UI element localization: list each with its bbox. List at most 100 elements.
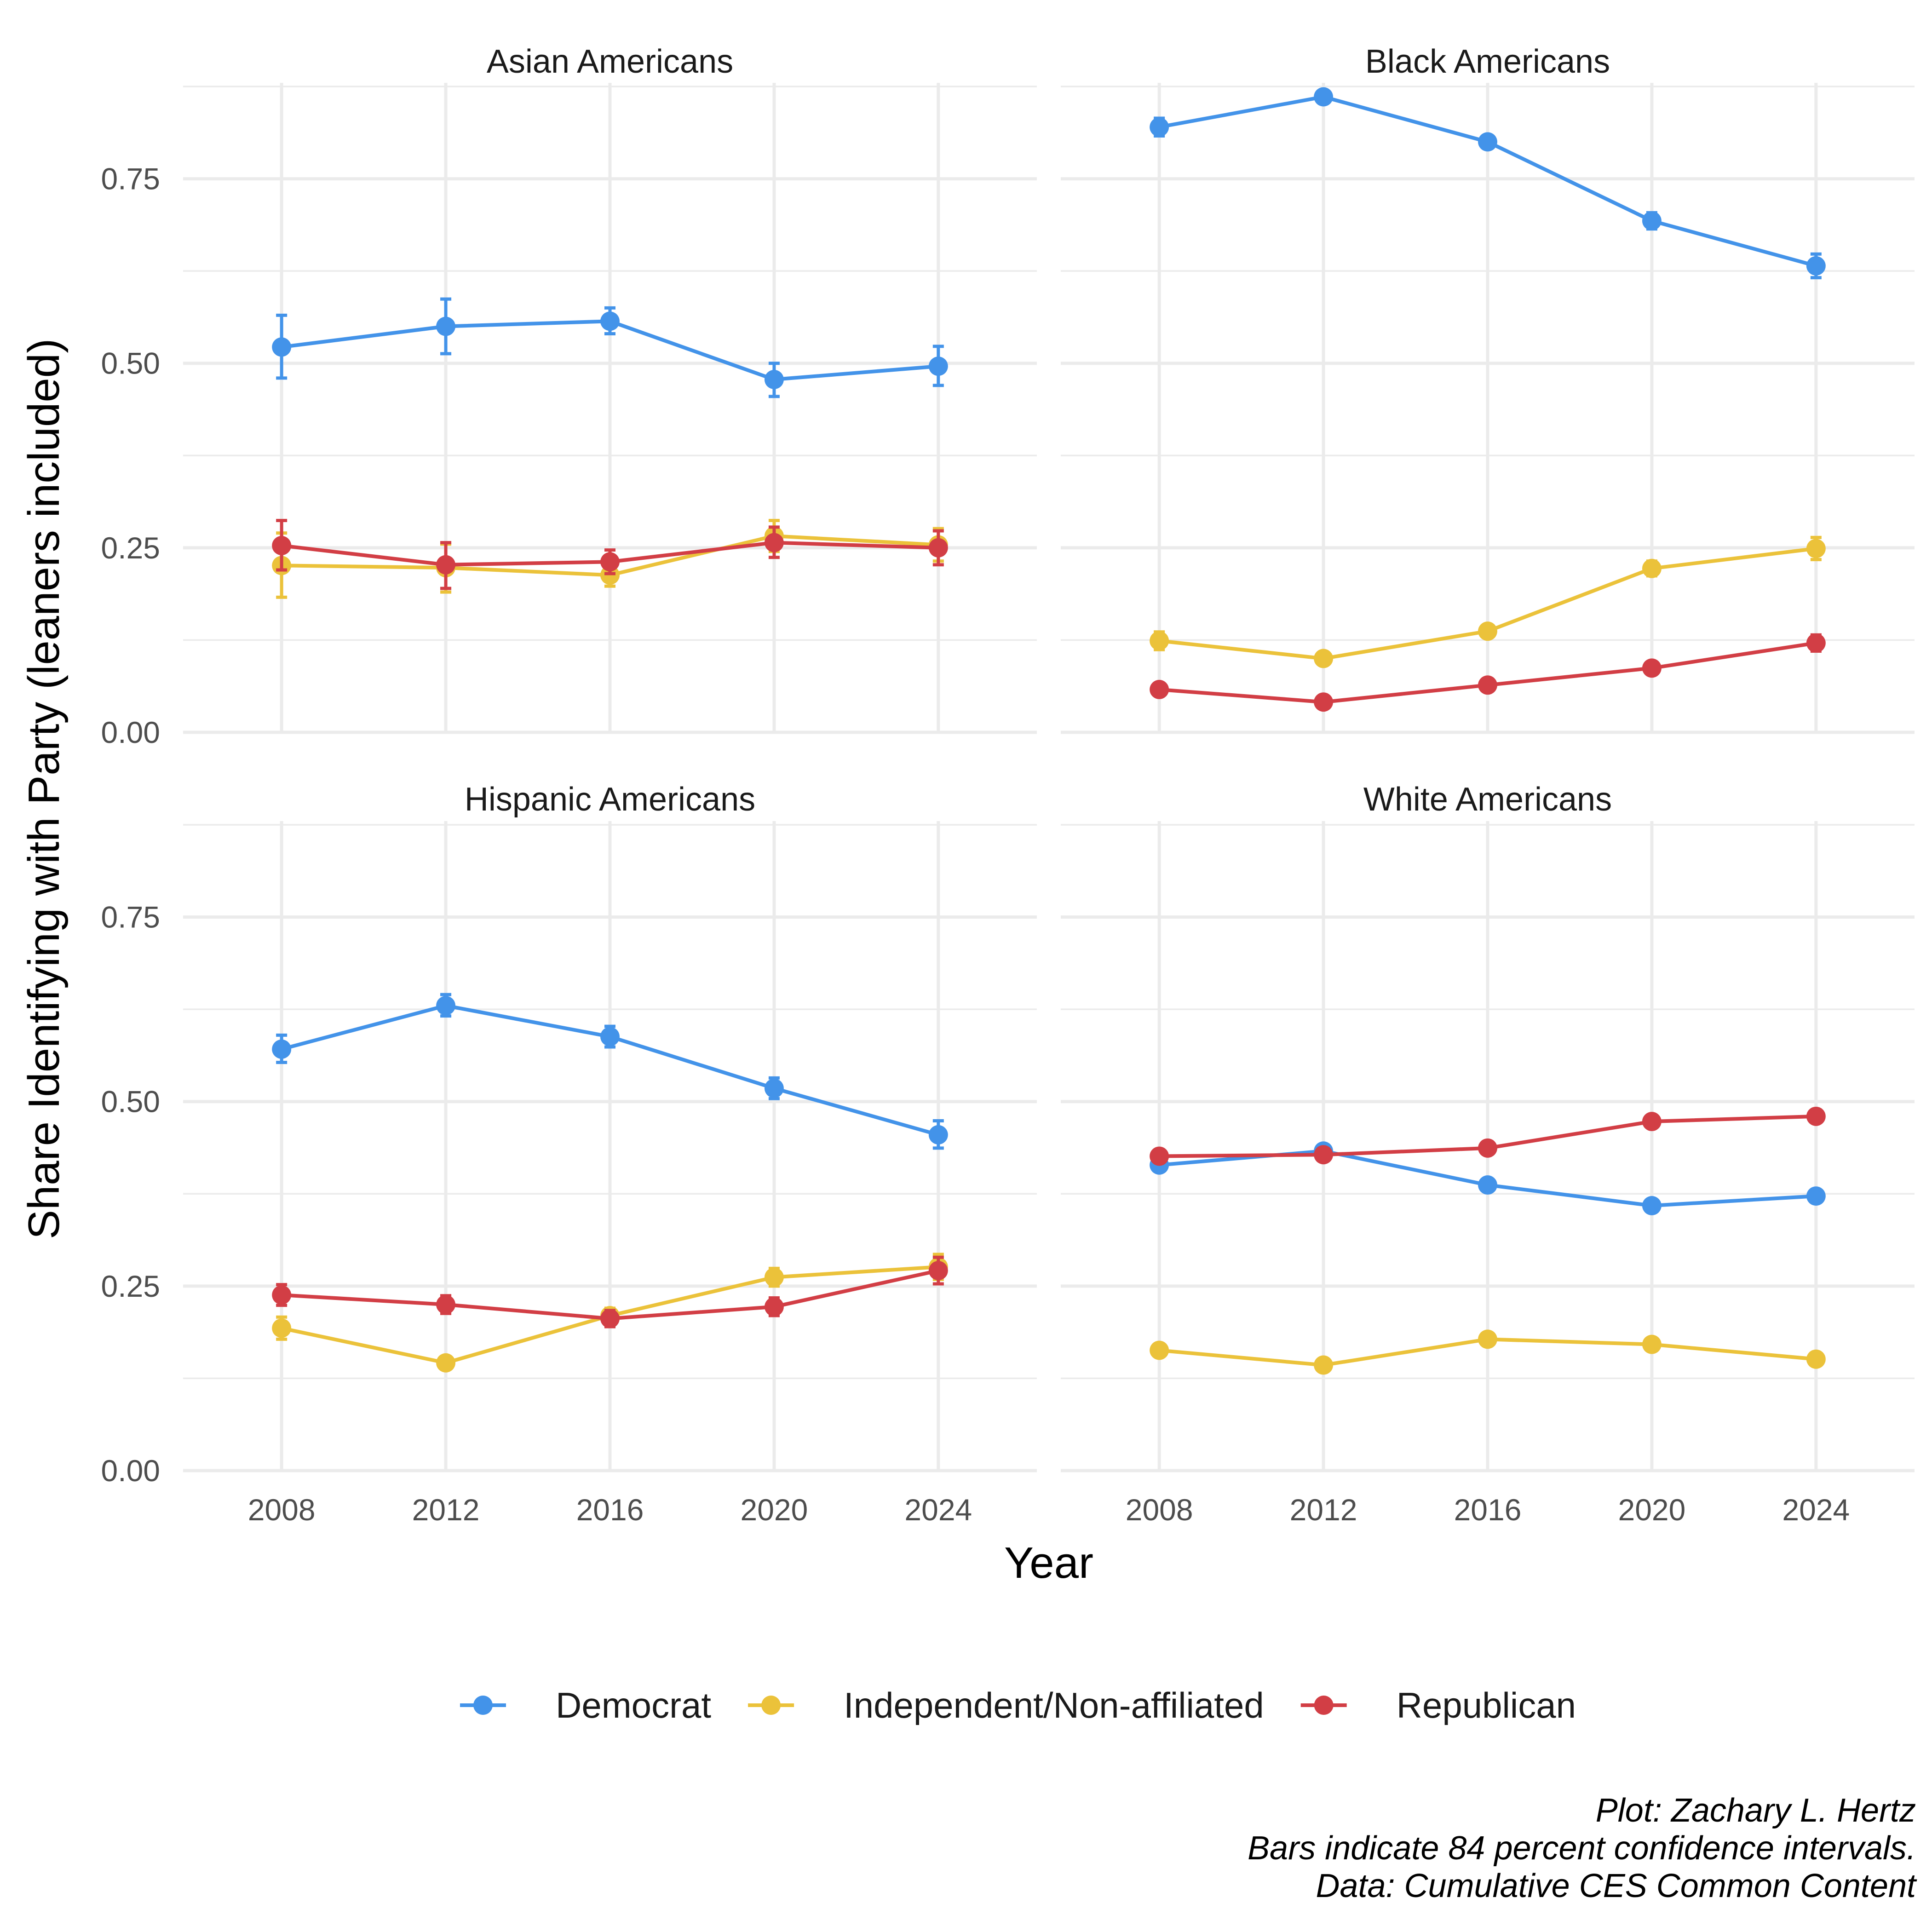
data-point	[600, 311, 620, 331]
legend-item-rep: Republican	[1300, 1685, 1576, 1725]
series-dem	[1150, 87, 1826, 280]
data-point	[764, 370, 784, 390]
series-rep	[272, 518, 948, 590]
data-point	[1806, 633, 1826, 653]
data-point	[1314, 87, 1334, 107]
data-point	[1314, 649, 1334, 668]
data-point	[600, 1027, 620, 1046]
data-point	[436, 996, 456, 1016]
series-ind	[1150, 1329, 1826, 1375]
data-point	[1478, 675, 1497, 695]
data-point	[1806, 539, 1826, 558]
caption-line: Plot: Zachary L. Hertz	[1596, 1792, 1916, 1829]
legend: Democrat Independent/Non-affiliated Republ…	[460, 1685, 1576, 1725]
data-point	[436, 1353, 456, 1373]
legend-label: Republican	[1397, 1685, 1576, 1725]
panels-layer: Asian Americans 0.00 0.25 0.50 0.75 Black Ame…	[101, 43, 1915, 1527]
legend-item-ind: Independent/Non-affiliated	[748, 1685, 1264, 1725]
data-point	[1314, 1355, 1334, 1375]
data-point	[1150, 1340, 1169, 1360]
y-axis-title: Share Identifying with Party (leaners in…	[19, 339, 69, 1239]
legend-label: Democrat	[556, 1685, 711, 1725]
data-point	[1150, 679, 1169, 699]
panel-title: Black Americans	[1365, 43, 1610, 80]
y-tick-label: 0.75	[101, 162, 160, 196]
data-point	[1150, 117, 1169, 137]
panel-title: Asian Americans	[487, 43, 733, 80]
y-tick-label: 0.75	[101, 900, 160, 934]
data-point	[436, 1294, 456, 1314]
x-tick-label: 2016	[1454, 1493, 1522, 1527]
data-point	[1806, 256, 1826, 276]
y-tick-label: 0.00	[101, 715, 160, 749]
legend-key-point	[473, 1696, 493, 1715]
caption-line: Bars indicate 84 percent confidence inte…	[1248, 1830, 1916, 1867]
x-tick-label: 2016	[576, 1493, 644, 1527]
panel-title: Hispanic Americans	[465, 781, 755, 818]
x-tick-label: 2012	[412, 1493, 480, 1527]
panel-0: Asian Americans 0.00 0.25 0.50 0.75	[101, 43, 1037, 749]
data-point	[1806, 1186, 1826, 1206]
y-tick-label: 0.25	[101, 1269, 160, 1303]
data-point	[928, 1125, 948, 1144]
x-tick-label: 2020	[741, 1493, 808, 1527]
data-point	[1478, 1175, 1497, 1195]
data-point	[1806, 1106, 1826, 1126]
data-point	[928, 356, 948, 376]
y-tick-label: 0.50	[101, 1085, 160, 1119]
data-point	[928, 1261, 948, 1281]
series-dem	[272, 297, 948, 398]
data-point	[764, 533, 784, 552]
data-point	[1150, 1146, 1169, 1166]
data-point	[1642, 1334, 1662, 1354]
x-tick-label: 2008	[248, 1493, 316, 1527]
y-tick-label: 0.25	[101, 531, 160, 565]
data-point	[436, 316, 456, 336]
data-point	[1642, 1196, 1662, 1215]
x-tick-label: 2008	[1126, 1493, 1193, 1527]
x-tick-label: 2024	[1782, 1493, 1850, 1527]
data-point	[272, 1039, 292, 1059]
x-axis-title: Year	[1004, 1538, 1093, 1587]
data-point	[1642, 1112, 1662, 1132]
data-point	[1642, 558, 1662, 578]
data-point	[1478, 621, 1497, 641]
data-point	[764, 1297, 784, 1317]
panel-3: White Americans 2008 2012 2016 2020 2024	[1061, 781, 1915, 1527]
data-point	[1314, 1145, 1334, 1165]
data-point	[1478, 1138, 1497, 1158]
y-tick-label: 0.50	[101, 346, 160, 380]
data-point	[272, 1318, 292, 1338]
data-point	[764, 1267, 784, 1287]
caption-line: Data: Cumulative CES Common Content	[1316, 1868, 1917, 1904]
x-tick-label: 2020	[1618, 1493, 1686, 1527]
data-point	[1314, 692, 1334, 712]
legend-key-point	[1314, 1696, 1334, 1715]
panel-2: Hispanic Americans 0.00 0.25 0.50 0.75 2008 20…	[101, 781, 1037, 1527]
data-point	[600, 1309, 620, 1328]
panel-title: White Americans	[1363, 781, 1612, 818]
data-point	[1478, 1329, 1497, 1349]
series-rep	[1150, 1106, 1826, 1166]
data-point	[1642, 658, 1662, 678]
data-point	[272, 1285, 292, 1305]
data-point	[1150, 631, 1169, 651]
x-tick-label: 2024	[904, 1493, 972, 1527]
data-point	[272, 536, 292, 556]
data-point	[764, 1078, 784, 1098]
series-ind	[1150, 535, 1826, 668]
data-point	[1806, 1349, 1826, 1369]
data-point	[436, 555, 456, 575]
data-point	[272, 337, 292, 357]
series-dem	[272, 993, 948, 1150]
x-tick-label: 2012	[1290, 1493, 1357, 1527]
data-point	[1478, 132, 1497, 152]
legend-key-point	[761, 1696, 781, 1715]
legend-item-dem: Democrat	[460, 1685, 711, 1725]
data-point	[928, 538, 948, 558]
data-point	[600, 552, 620, 572]
data-point	[1642, 211, 1662, 231]
y-tick-label: 0.00	[101, 1454, 160, 1488]
